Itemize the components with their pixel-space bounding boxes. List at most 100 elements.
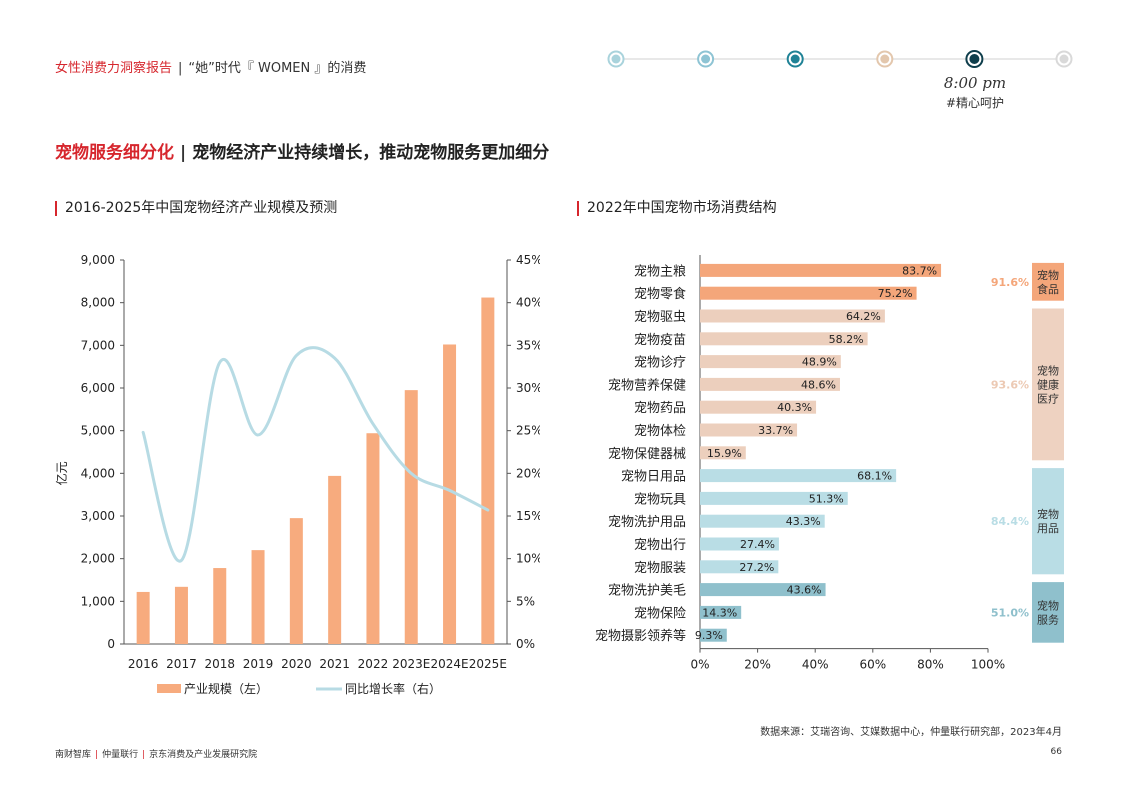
bar[interactable] [700, 560, 779, 574]
y-tick-label: 7,000 [81, 338, 115, 352]
data-label: 27.2% [739, 561, 774, 574]
data-label: 9.3% [695, 629, 723, 642]
x-tick-label: 100% [971, 658, 1005, 672]
category-label: 宠物洗护用品 [608, 514, 686, 530]
bar[interactable] [700, 332, 868, 346]
data-label: 83.7% [902, 264, 937, 277]
page-number: 66 [1050, 747, 1062, 757]
timeline-dot-core [880, 54, 890, 64]
industry-scale-chart: 0 1,000 2,000 3,000 4,000 5,000 6,000 7,000 8,00… [54, 253, 540, 696]
legend-swatch-bar [157, 684, 181, 693]
bar[interactable] [700, 491, 848, 505]
category-label: 宠物营养保健 [608, 377, 686, 393]
y-tick-label: 0 [107, 637, 115, 651]
data-label: 64.2% [846, 310, 881, 323]
bar[interactable] [700, 446, 746, 460]
bar[interactable] [289, 518, 303, 644]
bar[interactable] [443, 344, 457, 644]
bar[interactable] [700, 514, 825, 528]
x-tick-label: 2016 [128, 657, 159, 671]
x-tick-label: 40% [802, 658, 829, 672]
page-title-rest: 宠物经济产业持续增长，推动宠物服务更加细分 [192, 143, 550, 163]
x-tick-label: 2021 [319, 657, 350, 671]
bar[interactable] [700, 605, 742, 619]
y-tick-label: 8,000 [81, 296, 115, 310]
x-tick-label: 0% [690, 658, 709, 672]
y-tick-label: 1,000 [81, 594, 115, 608]
footer-item: 南财智库 [55, 750, 92, 760]
y-tick-label: 5,000 [81, 424, 115, 438]
timeline-time: 8:00 pm [943, 74, 1007, 92]
bar[interactable] [700, 400, 817, 414]
group-label: 宠物服务 [1037, 598, 1059, 626]
group-label-box [1032, 468, 1064, 575]
bar[interactable] [700, 423, 798, 437]
y2-tick-label: 30% [516, 381, 540, 395]
bar[interactable] [174, 586, 188, 644]
footer: 南财智库 | 仲量联行 | 京东消费及产业发展研究院 [55, 747, 257, 760]
y-tick-label: 6,000 [81, 381, 115, 395]
y-tick-label: 3,000 [81, 509, 115, 523]
category-label: 宠物体检 [634, 423, 686, 439]
footer-item: 京东消费及产业发展研究院 [149, 750, 258, 760]
category-label: 宠物玩具 [634, 491, 686, 507]
bar[interactable] [700, 377, 840, 391]
page-title: 宠物服务细分化 | 宠物经济产业持续增长，推动宠物服务更加细分 [55, 138, 549, 163]
bar[interactable] [700, 286, 917, 300]
source-note: 数据来源：艾瑞咨询、艾媒数据中心，仲量联行研究部，2023年4月 [760, 727, 1062, 738]
bar[interactable] [328, 475, 342, 644]
data-label: 33.7% [758, 424, 793, 437]
bar[interactable] [700, 628, 727, 642]
bar[interactable] [213, 568, 227, 644]
growth-rate-line[interactable] [141, 346, 490, 563]
category-label: 宠物洗护美毛 [608, 583, 686, 599]
x-tick-label: 2024E [430, 657, 468, 671]
group-label-box [1032, 308, 1064, 461]
data-label: 48.6% [801, 378, 836, 391]
y2-tick-label: 0% [516, 637, 535, 651]
category-label: 宠物诊疗 [634, 355, 686, 371]
bar[interactable] [404, 390, 418, 644]
data-label: 58.2% [829, 333, 864, 346]
data-label: 14.3% [702, 606, 737, 619]
footer-separator: | [95, 750, 99, 760]
category-label: 宠物零食 [634, 286, 686, 302]
y-tick-label: 9,000 [81, 253, 115, 267]
data-label: 68.1% [857, 470, 892, 483]
bar[interactable] [481, 297, 495, 644]
bar[interactable] [700, 583, 826, 597]
x-tick-label: 2022 [358, 657, 389, 671]
bar[interactable] [251, 550, 265, 644]
bar[interactable] [700, 263, 942, 277]
category-label: 宠物保险 [634, 605, 686, 621]
bar[interactable] [366, 433, 380, 644]
bar[interactable] [700, 355, 841, 369]
x-tick-label: 2019 [243, 657, 274, 671]
category-label: 宠物出行 [634, 537, 686, 553]
category-label: 宠物摄影领养等 [595, 628, 686, 644]
x-tick-label: 60% [859, 658, 886, 672]
group-total: 51.0% [991, 606, 1029, 619]
timeline-progress [607, 50, 1073, 68]
bar[interactable] [700, 537, 779, 551]
y-tick-label: 2,000 [81, 552, 115, 566]
data-label: 27.4% [740, 538, 775, 551]
group-label: 宠物用品 [1037, 507, 1059, 535]
y2-tick-label: 40% [516, 296, 540, 310]
category-label: 宠物疫苗 [634, 332, 686, 348]
category-label: 宠物服装 [634, 560, 686, 576]
group-label-box [1032, 262, 1064, 301]
bar[interactable] [700, 469, 897, 483]
category-label: 宠物保健器械 [608, 446, 686, 462]
y2-tick-label: 25% [516, 424, 540, 438]
y2-tick-label: 5% [516, 594, 535, 608]
y-axis-label: 亿元 [54, 461, 69, 485]
bar[interactable] [700, 309, 885, 323]
y2-tick-label: 20% [516, 466, 540, 480]
report-header: 女性消费力洞察报告 | “她”时代『 WOMEN 』的消费 [55, 57, 366, 76]
legend-label: 同比增长率（右） [345, 681, 441, 696]
data-label: 75.2% [878, 287, 913, 300]
data-label: 40.3% [777, 401, 812, 414]
bar[interactable] [136, 591, 150, 644]
data-label: 43.6% [787, 584, 822, 597]
